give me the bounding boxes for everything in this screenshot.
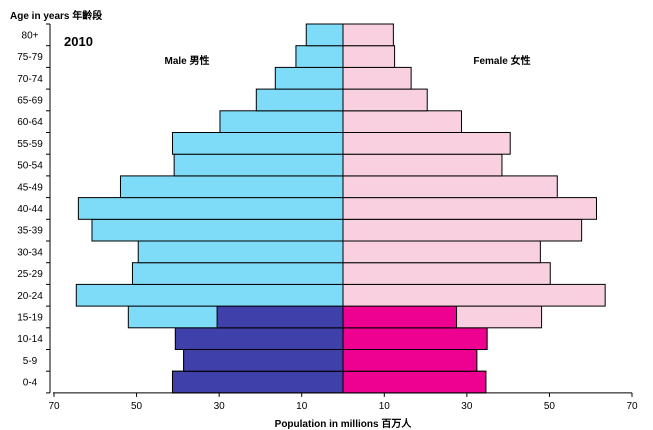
male-dark-bar-10-14 [174, 327, 344, 350]
male-bar-70-74 [274, 66, 344, 90]
male-dark-bar-15-19 [216, 305, 344, 329]
x-tick-label: 30 [461, 401, 473, 412]
male-dark-bar-0-4 [171, 370, 344, 394]
y-axis-label: Age in years 年齡段 [10, 9, 102, 22]
x-tick-label: 50 [131, 401, 143, 412]
female-bar-65-69 [342, 88, 428, 112]
y-tick-label: 0-4 [23, 378, 38, 389]
x-tick-label: 50 [544, 401, 556, 412]
x-tick-label: 70 [48, 401, 60, 412]
y-tick-label: 20-24 [17, 291, 43, 302]
y-tick-label: 15-19 [17, 312, 43, 323]
female-bar-50-54 [342, 153, 503, 177]
male-bar-55-59 [171, 132, 344, 155]
female-bar-70-74 [342, 66, 412, 90]
male-bar-75-79 [295, 45, 344, 68]
female-series-label: Female 女性 [473, 54, 530, 67]
female-dark-bar-10-14 [342, 327, 488, 350]
y-tick-label: 10-14 [17, 334, 43, 345]
x-tick-label: 10 [379, 401, 391, 412]
female-bar-35-39 [342, 218, 583, 242]
female-dark-bar-15-19 [342, 305, 458, 329]
female-bar-60-64 [342, 110, 462, 134]
female-bar-40-44 [342, 197, 597, 220]
y-ticks-group: 0-4 5-9 10-14 15-19 20-24 25-29 30-34 35-39 40-4… [17, 23, 51, 394]
male-bar-25-29 [131, 262, 344, 285]
x-axis-label: Population in millions 百万人 [275, 417, 413, 430]
y-tick-label: 55-59 [17, 139, 43, 150]
male-bar-40-44 [77, 197, 344, 220]
y-tick-label: 40-44 [17, 204, 43, 215]
x-tick-label: 30 [214, 401, 226, 412]
chart-year-label: 2010 [64, 34, 93, 49]
female-dark-bar-0-4 [342, 370, 487, 394]
x-tick-label: 70 [626, 401, 638, 412]
female-bar-55-59 [342, 132, 511, 155]
y-tick-label: 35-39 [17, 226, 43, 237]
male-bar-35-39 [91, 218, 344, 242]
male-bar-20-24 [75, 283, 344, 307]
male-bar-65-69 [255, 88, 344, 112]
male-series-label: Male 男性 [164, 54, 209, 67]
female-dark-bar-5-9 [342, 349, 478, 372]
male-bar-30-34 [137, 240, 344, 264]
female-bar-20-24 [342, 283, 606, 307]
male-bar-50-54 [173, 153, 344, 177]
male-dark-bar-5-9 [183, 349, 344, 372]
y-tick-label: 30-34 [17, 247, 43, 258]
male-bar-80+ [305, 23, 344, 47]
x-tick-label: 10 [296, 401, 308, 412]
male-bar-45-49 [119, 175, 344, 199]
female-bar-25-29 [342, 262, 551, 285]
x-ticks-group: 70 50 30 10 10 30 50 70 [48, 392, 638, 412]
female-bar-80+ [342, 23, 394, 47]
y-tick-label: 60-64 [17, 117, 43, 128]
bars-group [75, 23, 606, 394]
y-tick-label: 25-29 [17, 269, 43, 280]
y-tick-label: 80+ [22, 30, 39, 41]
female-bar-75-79 [342, 45, 396, 68]
female-bar-30-34 [342, 240, 541, 264]
y-tick-label: 65-69 [17, 95, 43, 106]
male-bar-60-64 [219, 110, 344, 134]
y-tick-label: 5-9 [23, 356, 38, 367]
y-tick-label: 70-74 [17, 74, 43, 85]
female-bar-45-49 [342, 175, 558, 199]
y-tick-label: 45-49 [17, 182, 43, 193]
y-tick-label: 75-79 [17, 52, 43, 63]
y-tick-label: 50-54 [17, 161, 43, 172]
